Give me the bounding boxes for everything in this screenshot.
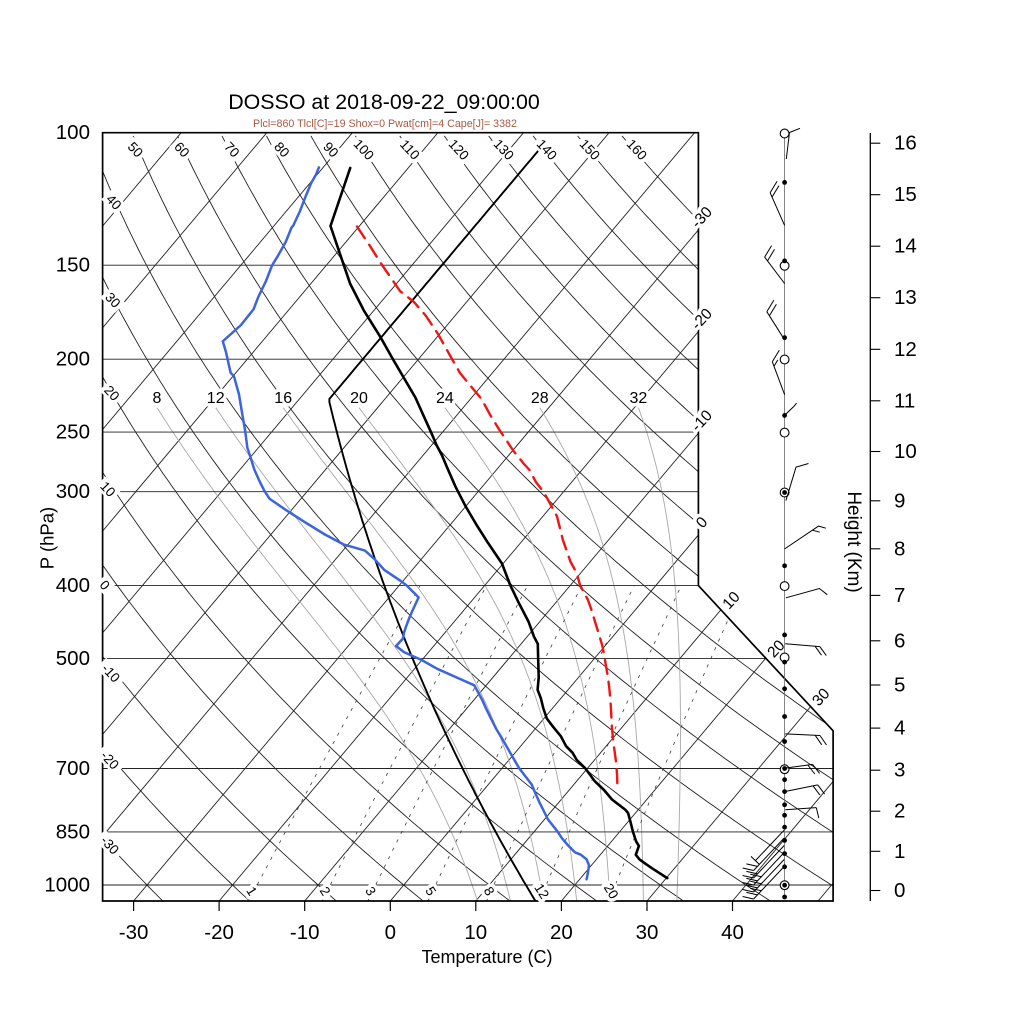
svg-text:90: 90: [320, 139, 341, 160]
svg-text:9: 9: [894, 489, 905, 512]
svg-text:1: 1: [894, 840, 905, 863]
svg-text:0: 0: [894, 879, 905, 902]
svg-text:14: 14: [894, 235, 917, 258]
svg-text:30: 30: [102, 290, 123, 311]
svg-text:10: 10: [97, 479, 118, 500]
svg-text:10: 10: [464, 921, 487, 944]
svg-text:200: 200: [56, 348, 90, 371]
svg-text:3: 3: [894, 759, 905, 782]
svg-text:4: 4: [894, 717, 905, 740]
svg-text:0: 0: [385, 921, 396, 944]
svg-text:300: 300: [56, 480, 90, 503]
svg-text:150: 150: [56, 254, 90, 277]
svg-text:Temperature (C): Temperature (C): [421, 947, 552, 967]
svg-text:-20: -20: [204, 921, 234, 944]
svg-text:40: 40: [103, 192, 124, 213]
svg-text:2: 2: [894, 800, 905, 823]
svg-text:16: 16: [894, 132, 917, 155]
svg-text:10: 10: [894, 440, 917, 463]
svg-text:24: 24: [436, 390, 454, 407]
svg-text:40: 40: [721, 921, 744, 944]
svg-text:DOSSO at 2018-09-22_09:00:00: DOSSO at 2018-09-22_09:00:00: [228, 90, 540, 114]
svg-text:Plcl=860 Tlcl[C]=19 Shox=0 Pwa: Plcl=860 Tlcl[C]=19 Shox=0 Pwat[cm]=4 Ca…: [253, 118, 517, 130]
svg-text:28: 28: [531, 390, 549, 407]
svg-text:6: 6: [894, 629, 905, 652]
svg-text:20: 20: [350, 390, 368, 407]
svg-text:7: 7: [894, 584, 905, 607]
svg-text:8: 8: [894, 537, 905, 560]
svg-text:500: 500: [56, 647, 90, 670]
svg-text:12: 12: [894, 338, 917, 361]
svg-text:11: 11: [894, 389, 915, 412]
svg-text:700: 700: [56, 757, 90, 780]
svg-text:13: 13: [894, 286, 917, 309]
svg-text:850: 850: [56, 820, 90, 843]
svg-text:32: 32: [630, 390, 648, 407]
svg-text:20: 20: [101, 383, 122, 404]
svg-text:1000: 1000: [44, 874, 90, 897]
svg-text:30: 30: [636, 921, 659, 944]
svg-text:15: 15: [894, 183, 917, 206]
svg-text:70: 70: [221, 139, 242, 160]
svg-text:8: 8: [153, 390, 162, 407]
svg-text:12: 12: [207, 390, 225, 407]
svg-text:5: 5: [894, 674, 905, 697]
svg-text:P (hPa): P (hPa): [36, 507, 57, 569]
svg-text:400: 400: [56, 574, 90, 597]
svg-text:80: 80: [271, 139, 292, 160]
svg-text:60: 60: [171, 139, 192, 160]
svg-text:20: 20: [550, 921, 573, 944]
svg-text:16: 16: [274, 390, 292, 407]
svg-text:-10: -10: [290, 921, 320, 944]
svg-text:Height (Km): Height (Km): [843, 491, 864, 592]
svg-text:250: 250: [56, 421, 90, 444]
svg-text:-30: -30: [119, 921, 149, 944]
svg-text:100: 100: [56, 121, 90, 144]
svg-text:50: 50: [125, 139, 146, 160]
